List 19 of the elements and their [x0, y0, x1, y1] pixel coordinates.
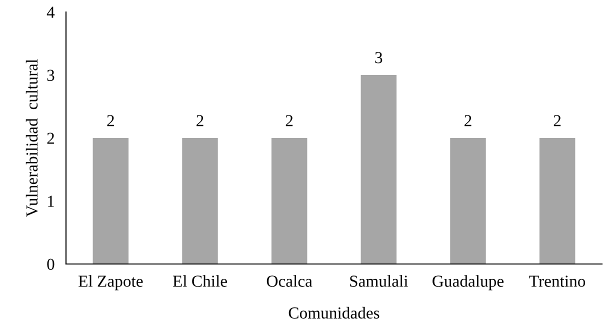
- data-label: 2: [196, 115, 204, 126]
- x-tick-label: El Chile: [172, 275, 227, 287]
- data-label: 2: [286, 115, 293, 126]
- x-tick-label: Samulali: [350, 275, 408, 287]
- data-label: 2: [107, 115, 114, 126]
- x-axis-title: Comunidades: [288, 306, 380, 319]
- data-label: 3: [375, 52, 382, 64]
- y-tick-label: 2: [47, 132, 54, 144]
- y-axis-title: Vulnerabilidad cultural: [26, 59, 38, 217]
- data-label: 2: [554, 115, 561, 126]
- y-tick-label: 4: [46, 6, 55, 18]
- x-tick-label: Guadalupe: [432, 275, 504, 290]
- data-label: 2: [464, 115, 472, 126]
- x-tick-label: Ocalca: [266, 275, 312, 287]
- y-tick-label: 0: [47, 258, 54, 270]
- y-tick-label: 3: [47, 70, 54, 81]
- x-tick-label: El Zapote: [78, 275, 143, 290]
- y-tick-label: 1: [48, 196, 54, 207]
- x-tick-label: Trentino: [529, 276, 586, 287]
